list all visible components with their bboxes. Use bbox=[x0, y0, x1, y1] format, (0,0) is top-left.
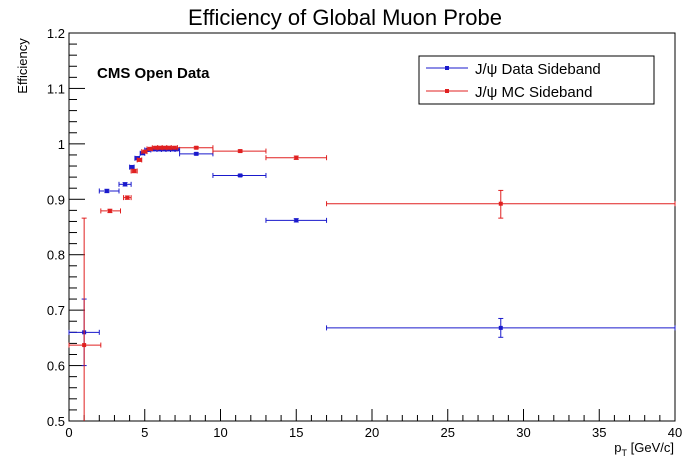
x-tick-label: 35 bbox=[592, 425, 606, 440]
point-marker bbox=[132, 169, 137, 174]
point-marker bbox=[498, 201, 503, 206]
x-axis-label-unit: [GeV/c] bbox=[627, 440, 674, 455]
data-point bbox=[123, 195, 132, 201]
y-tick-label: 0.5 bbox=[47, 414, 65, 429]
point-marker bbox=[153, 145, 158, 150]
data-point bbox=[136, 157, 143, 163]
y-tick-label: 1.2 bbox=[47, 26, 65, 41]
data-point bbox=[68, 217, 102, 421]
point-marker bbox=[194, 145, 199, 150]
y-axis-label: Efficiency bbox=[15, 38, 30, 94]
series-mc-sideband bbox=[68, 145, 676, 421]
y-tick-label: 1.1 bbox=[47, 81, 65, 96]
data-point bbox=[118, 181, 132, 187]
point-marker bbox=[238, 173, 243, 178]
data-point bbox=[265, 217, 328, 223]
data-point bbox=[129, 164, 135, 170]
data-series bbox=[68, 145, 676, 421]
y-tick-label: 1 bbox=[58, 137, 65, 152]
data-point bbox=[326, 189, 676, 219]
point-marker bbox=[238, 149, 243, 154]
legend-label-mc: J/ψ MC Sideband bbox=[475, 84, 592, 101]
legend-box bbox=[418, 55, 655, 105]
data-point bbox=[157, 145, 163, 151]
point-marker bbox=[174, 147, 179, 152]
data-point bbox=[265, 155, 328, 161]
data-point bbox=[166, 145, 172, 151]
x-tick-label: 20 bbox=[365, 425, 379, 440]
data-point bbox=[161, 145, 168, 151]
point-marker bbox=[148, 146, 153, 151]
y-tick-label: 0.6 bbox=[47, 359, 65, 374]
data-point bbox=[141, 149, 148, 155]
cms-open-data-annotation: CMS Open Data bbox=[97, 65, 210, 82]
x-tick-label: 0 bbox=[65, 425, 72, 440]
data-point bbox=[326, 317, 676, 338]
legend-entry-data: J/ψ Data Sideband bbox=[426, 61, 601, 78]
y-axis: 0.5 0.6 0.7 0.8 0.9 1 1.1 1.2 bbox=[47, 26, 85, 429]
point-marker bbox=[294, 218, 299, 223]
x-tick-label: 5 bbox=[141, 425, 148, 440]
point-marker bbox=[125, 195, 130, 200]
data-point bbox=[212, 148, 267, 154]
x-axis-label-main: p bbox=[614, 440, 621, 455]
x-tick-label: 10 bbox=[213, 425, 227, 440]
point-marker bbox=[123, 182, 128, 187]
point-marker bbox=[157, 145, 162, 150]
point-marker bbox=[142, 149, 147, 154]
point-marker bbox=[104, 188, 109, 193]
point-marker bbox=[294, 155, 299, 160]
legend: J/ψ Data Sideband J/ψ MC Sideband bbox=[418, 55, 655, 105]
x-axis: 0 5 10 15 20 25 30 35 40 bbox=[65, 409, 682, 440]
point-marker bbox=[107, 208, 112, 213]
data-point bbox=[146, 146, 153, 152]
x-tick-label: 15 bbox=[289, 425, 303, 440]
x-tick-label: 25 bbox=[441, 425, 455, 440]
legend-label-data: J/ψ Data Sideband bbox=[475, 61, 601, 78]
x-axis-label-subscript: T bbox=[622, 448, 628, 458]
y-tick-label: 0.7 bbox=[47, 303, 65, 318]
point-marker bbox=[166, 145, 171, 150]
point-marker bbox=[140, 151, 145, 156]
data-point bbox=[130, 168, 138, 174]
point-marker bbox=[162, 145, 167, 150]
point-marker bbox=[172, 145, 177, 150]
point-marker bbox=[498, 325, 503, 330]
chart-title: Efficiency of Global Muon Probe bbox=[188, 5, 502, 30]
x-tick-label: 30 bbox=[516, 425, 530, 440]
point-marker bbox=[137, 157, 142, 162]
x-tick-label: 40 bbox=[668, 425, 682, 440]
data-point bbox=[212, 172, 267, 178]
y-tick-label: 0.8 bbox=[47, 248, 65, 263]
data-point bbox=[100, 208, 122, 214]
legend-marker-mc bbox=[445, 89, 449, 93]
point-marker bbox=[82, 343, 87, 348]
data-point bbox=[98, 188, 120, 194]
legend-marker-data bbox=[445, 66, 449, 70]
point-marker bbox=[194, 151, 199, 156]
point-marker bbox=[129, 165, 134, 170]
x-axis-label: pT [GeV/c] bbox=[614, 440, 674, 458]
data-point bbox=[176, 145, 214, 151]
legend-entry-mc: J/ψ MC Sideband bbox=[426, 84, 592, 101]
y-tick-label: 0.9 bbox=[47, 192, 65, 207]
